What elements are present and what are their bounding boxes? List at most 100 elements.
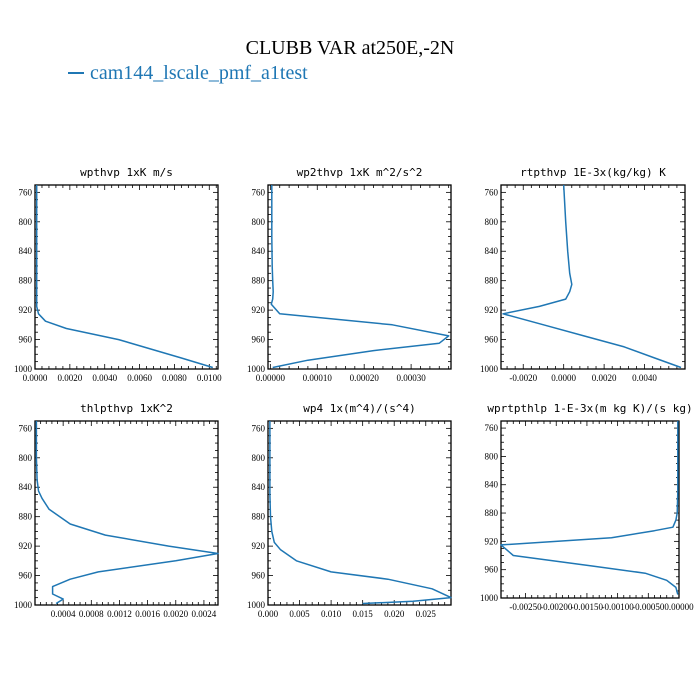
- y-tick-label: 960: [19, 571, 33, 581]
- y-tick-label: 880: [485, 508, 499, 518]
- chart-panel-1: wpthvp 1xK m/s76080084088092096010000.00…: [14, 166, 222, 383]
- plot-frame: [34, 184, 219, 370]
- x-tick-label: -0.00100: [601, 602, 634, 612]
- figure-title: CLUBB VAR at250E,-2N: [246, 37, 455, 59]
- chart-panel-3: rtpthvp 1E-3x(kg/kg) K 760 800 840 880 920 960…: [480, 166, 686, 383]
- x-tick-label: 0.00020: [350, 373, 380, 383]
- y-tick-label: 760: [485, 187, 499, 197]
- x-tick-label: 0.010: [321, 609, 342, 619]
- y-tick-label: 840: [252, 482, 266, 492]
- y-tick-label: 760: [19, 423, 33, 433]
- y-tick-label: 1000: [14, 600, 33, 610]
- y-tick-label: 1000: [480, 364, 499, 374]
- series-line: [35, 421, 219, 605]
- y-tick-label: 920: [485, 305, 499, 315]
- x-tick-label: 0.0080: [162, 373, 187, 383]
- y-tick-label: 920: [252, 305, 266, 315]
- y-tick-label: 960: [252, 571, 266, 581]
- y-tick-label: 920: [252, 541, 266, 551]
- x-tick-label: 0.00030: [396, 373, 426, 383]
- plot-frame: [267, 420, 452, 606]
- panel-title: thlpthvp 1xK^2: [80, 402, 173, 415]
- x-tick-label: 0.0008: [79, 609, 104, 619]
- x-tick-label: 0.0100: [197, 373, 222, 383]
- x-tick-label: 0.00010: [303, 373, 333, 383]
- y-tick-label: 1000: [480, 593, 499, 603]
- x-tick-label: -0.00250: [509, 602, 542, 612]
- y-tick-label: 1000: [247, 600, 266, 610]
- x-tick-label: 0.0020: [592, 373, 617, 383]
- y-tick-label: 800: [19, 217, 33, 227]
- y-tick-label: 760: [19, 187, 33, 197]
- y-tick-label: 920: [485, 536, 499, 546]
- x-tick-label: 0.0016: [135, 609, 160, 619]
- x-tick-label: 0.025: [416, 609, 437, 619]
- x-tick-label: 0.0000: [551, 373, 576, 383]
- y-tick-label: 1000: [247, 364, 266, 374]
- panel-title: wprtpthlp 1-E-3x(m kg K)/(s kg): [487, 402, 692, 415]
- x-tick-label: -0.00200: [540, 602, 573, 612]
- plot-frame: [267, 184, 452, 370]
- y-tick-label: 960: [485, 335, 499, 345]
- x-tick-label: 0.0004: [51, 609, 76, 619]
- x-tick-label: -0.0020: [509, 373, 537, 383]
- x-tick-label: 0.0012: [107, 609, 132, 619]
- x-tick-label: 0.0020: [163, 609, 188, 619]
- y-tick-label: 880: [252, 276, 266, 286]
- chart-panel-6: wprtpthlp 1-E-3x(m kg K)/(s kg) 760 800 840…: [480, 402, 694, 612]
- x-tick-label: 0.0060: [127, 373, 152, 383]
- y-tick-label: 800: [252, 217, 266, 227]
- x-tick-label: 0.000: [258, 609, 279, 619]
- panel-title: wp2thvp 1xK m^2/s^2: [297, 166, 423, 179]
- chart-panel-2: wp2thvp 1xK m^2/s^2 760 800 840 880 920 960 100…: [247, 166, 452, 383]
- panel-title: wp4 1x(m^4)/(s^4): [303, 402, 416, 415]
- x-tick-label: 0.0020: [57, 373, 82, 383]
- y-tick-label: 800: [485, 451, 499, 461]
- x-tick-label: 0.0040: [632, 373, 657, 383]
- y-tick-label: 920: [19, 305, 33, 315]
- y-tick-label: 960: [19, 335, 33, 345]
- y-tick-label: 960: [252, 335, 266, 345]
- y-tick-label: 880: [19, 512, 33, 522]
- chart-panel-5: wp4 1x(m^4)/(s^4)76080084088092096010000…: [247, 402, 452, 619]
- plot-frame: [500, 184, 686, 370]
- series-line: [35, 185, 214, 369]
- series-line: [269, 421, 452, 605]
- legend-label: cam144_lscale_pmf_a1test: [90, 62, 308, 84]
- x-tick-label: 0.00000: [256, 373, 286, 383]
- y-tick-label: 840: [19, 482, 33, 492]
- y-tick-label: 1000: [14, 364, 33, 374]
- y-tick-label: 840: [252, 246, 266, 256]
- y-tick-label: 960: [485, 565, 499, 575]
- y-tick-label: 840: [485, 480, 499, 490]
- x-tick-label: -0.00050: [632, 602, 665, 612]
- plot-frame: [500, 420, 680, 599]
- y-tick-label: 920: [19, 541, 33, 551]
- x-tick-label: 0.015: [353, 609, 374, 619]
- panel-grid: wpthvp 1xK m/s76080084088092096010000.00…: [14, 166, 694, 619]
- x-tick-label: 0.00000: [664, 602, 694, 612]
- x-tick-label: -0.00150: [571, 602, 604, 612]
- panel-title: rtpthvp 1E-3x(kg/kg) K: [520, 166, 666, 179]
- x-tick-label: 0.0040: [92, 373, 117, 383]
- series-line: [502, 184, 682, 369]
- y-tick-label: 800: [252, 453, 266, 463]
- y-tick-label: 760: [252, 187, 266, 197]
- y-tick-label: 880: [252, 512, 266, 522]
- x-tick-label: 0.0000: [23, 373, 48, 383]
- y-tick-label: 800: [19, 453, 33, 463]
- panel-title: wpthvp 1xK m/s: [80, 166, 173, 179]
- y-tick-label: 800: [485, 217, 499, 227]
- plot-frame: [34, 420, 219, 606]
- legend: cam144_lscale_pmf_a1test: [68, 62, 308, 84]
- chart-panel-4: thlpthvp 1xK^2 760 800 840 880 920 960 1000 0.00…: [14, 402, 219, 619]
- y-tick-label: 880: [19, 276, 33, 286]
- x-tick-label: 0.005: [289, 609, 310, 619]
- series-line: [500, 421, 679, 595]
- y-tick-label: 880: [485, 276, 499, 286]
- y-tick-label: 840: [19, 246, 33, 256]
- x-tick-label: 0.020: [384, 609, 405, 619]
- y-tick-label: 760: [252, 423, 266, 433]
- x-tick-label: 0.0024: [192, 609, 217, 619]
